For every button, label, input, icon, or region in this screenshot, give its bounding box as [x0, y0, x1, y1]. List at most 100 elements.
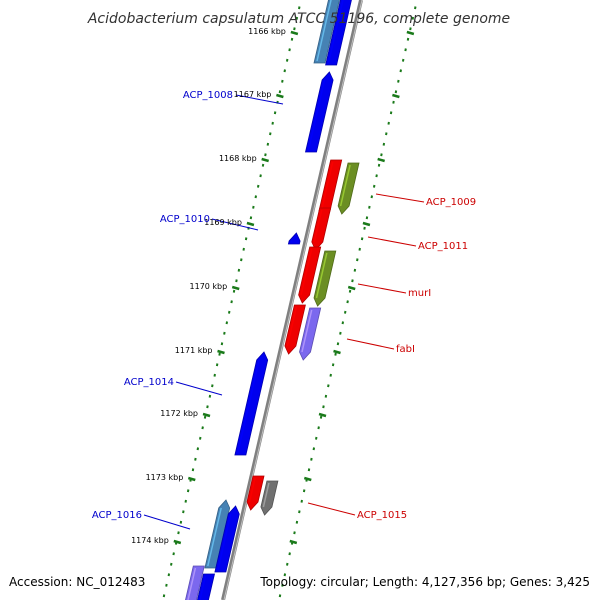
tick-label: 1171 kbp	[175, 346, 213, 355]
major-tick	[187, 476, 196, 482]
major-tick	[362, 221, 371, 227]
minor-tick	[368, 205, 371, 209]
minor-tick	[372, 184, 376, 188]
tick-label: 1170 kbp	[190, 282, 228, 291]
leader-line	[346, 338, 395, 350]
labels: 1166 kbp 1167 kbp 1168 kbp 1169 kbp 1170 kbp…	[92, 27, 476, 545]
minor-tick	[261, 163, 265, 167]
minor-tick	[273, 111, 277, 115]
minor-tick	[360, 237, 364, 241]
major-tick	[392, 93, 400, 99]
minor-tick	[351, 279, 354, 283]
gene-label: ACP_1014	[124, 377, 174, 388]
minor-tick	[196, 447, 200, 451]
tick-label: 1167 kbp	[234, 90, 272, 99]
gene-label: ACP_1011	[418, 241, 468, 252]
minor-tick	[377, 163, 381, 167]
tick-label: 1172 kbp	[160, 409, 198, 418]
minor-tick	[300, 499, 303, 503]
minor-tick	[312, 447, 316, 451]
minor-tick	[397, 79, 400, 83]
minor-tick	[281, 79, 284, 83]
minor-tick	[411, 16, 415, 20]
minor-tick	[346, 300, 349, 304]
gene-label: ACP_1015	[357, 510, 407, 521]
minor-tick	[213, 373, 216, 377]
gene-arrow-acp-1009-olive	[337, 162, 360, 215]
gene-features	[185, 0, 360, 600]
gene-arrow-acp-1014-highlight	[237, 359, 260, 454]
gene-arrow-acp-1015-gray	[260, 480, 279, 516]
leader-line	[143, 514, 191, 530]
gene-label: murI	[408, 288, 431, 299]
minor-tick	[339, 331, 342, 335]
gene-arrow-steel-highlight	[316, 0, 332, 62]
minor-tick	[334, 352, 337, 356]
minor-tick	[211, 384, 214, 388]
gene-arrow-forward-bottom-highlight	[199, 575, 207, 600]
minor-tick	[281, 583, 284, 587]
minor-tick	[252, 205, 255, 209]
minor-tick	[302, 489, 306, 493]
minor-tick	[182, 510, 185, 514]
minor-tick	[370, 195, 374, 199]
tick-label: 1169 kbp	[204, 218, 242, 227]
tick-label: 1174 kbp	[131, 536, 169, 545]
major-tick	[303, 476, 312, 482]
minor-tick	[184, 499, 187, 503]
gene-arrow-acp-1015	[246, 475, 265, 511]
minor-tick	[232, 289, 236, 293]
gene-arrow-acp-1008-highlight	[307, 79, 326, 151]
minor-tick	[414, 6, 417, 10]
minor-tick	[286, 562, 289, 566]
minor-tick	[283, 69, 286, 73]
gene-arrow-acp-1009-olive-highlight	[339, 164, 351, 207]
minor-tick	[165, 583, 168, 587]
gene-arrow-acp-1016-highlight	[217, 513, 232, 571]
leader-line	[235, 94, 284, 105]
gene-arrow-acp-1014	[234, 351, 269, 456]
major-tick	[202, 412, 211, 418]
major-tick	[377, 157, 386, 163]
major-tick	[289, 539, 298, 545]
minor-tick	[240, 258, 243, 262]
minor-tick	[208, 394, 212, 398]
leader-line	[307, 502, 356, 516]
minor-tick	[172, 552, 175, 556]
minor-tick	[254, 195, 258, 199]
minor-tick	[327, 384, 330, 388]
minor-tick	[409, 27, 412, 31]
leader-line	[357, 283, 407, 294]
minor-tick	[295, 16, 299, 20]
topology-text: Topology: circular; Length: 4,127,356 bp…	[259, 575, 590, 589]
minor-tick	[244, 237, 248, 241]
minor-tick	[194, 457, 197, 461]
map-title: Acidobacterium capsulatum ATCC 51196, co…	[87, 11, 510, 27]
minor-tick	[242, 247, 245, 251]
minor-tick	[223, 331, 226, 335]
minor-tick	[227, 310, 231, 314]
minor-tick	[324, 394, 328, 398]
minor-tick	[336, 342, 340, 346]
minor-tick	[162, 594, 166, 598]
major-tick	[231, 285, 240, 291]
major-tick	[347, 285, 356, 291]
gene-label: ACP_1008	[183, 90, 233, 101]
minor-tick	[264, 153, 267, 157]
minor-tick	[392, 100, 395, 104]
minor-tick	[358, 247, 361, 251]
minor-tick	[399, 69, 402, 73]
gene-arrow-acp-1015-gray-highlight	[262, 482, 270, 508]
minor-tick	[387, 121, 390, 125]
minor-tick	[363, 226, 366, 230]
gene-arrow-muri-olive	[313, 250, 337, 307]
minor-tick	[199, 436, 202, 440]
gene-arrow-muri	[298, 246, 322, 304]
gene-arrow-forward-highlight	[327, 0, 344, 64]
major-tick	[318, 412, 327, 418]
gene-arrow-muri-highlight	[300, 248, 313, 296]
minor-tick	[259, 174, 262, 178]
major-tick	[333, 349, 341, 355]
minor-tick	[404, 48, 407, 52]
leader-line	[211, 218, 259, 231]
